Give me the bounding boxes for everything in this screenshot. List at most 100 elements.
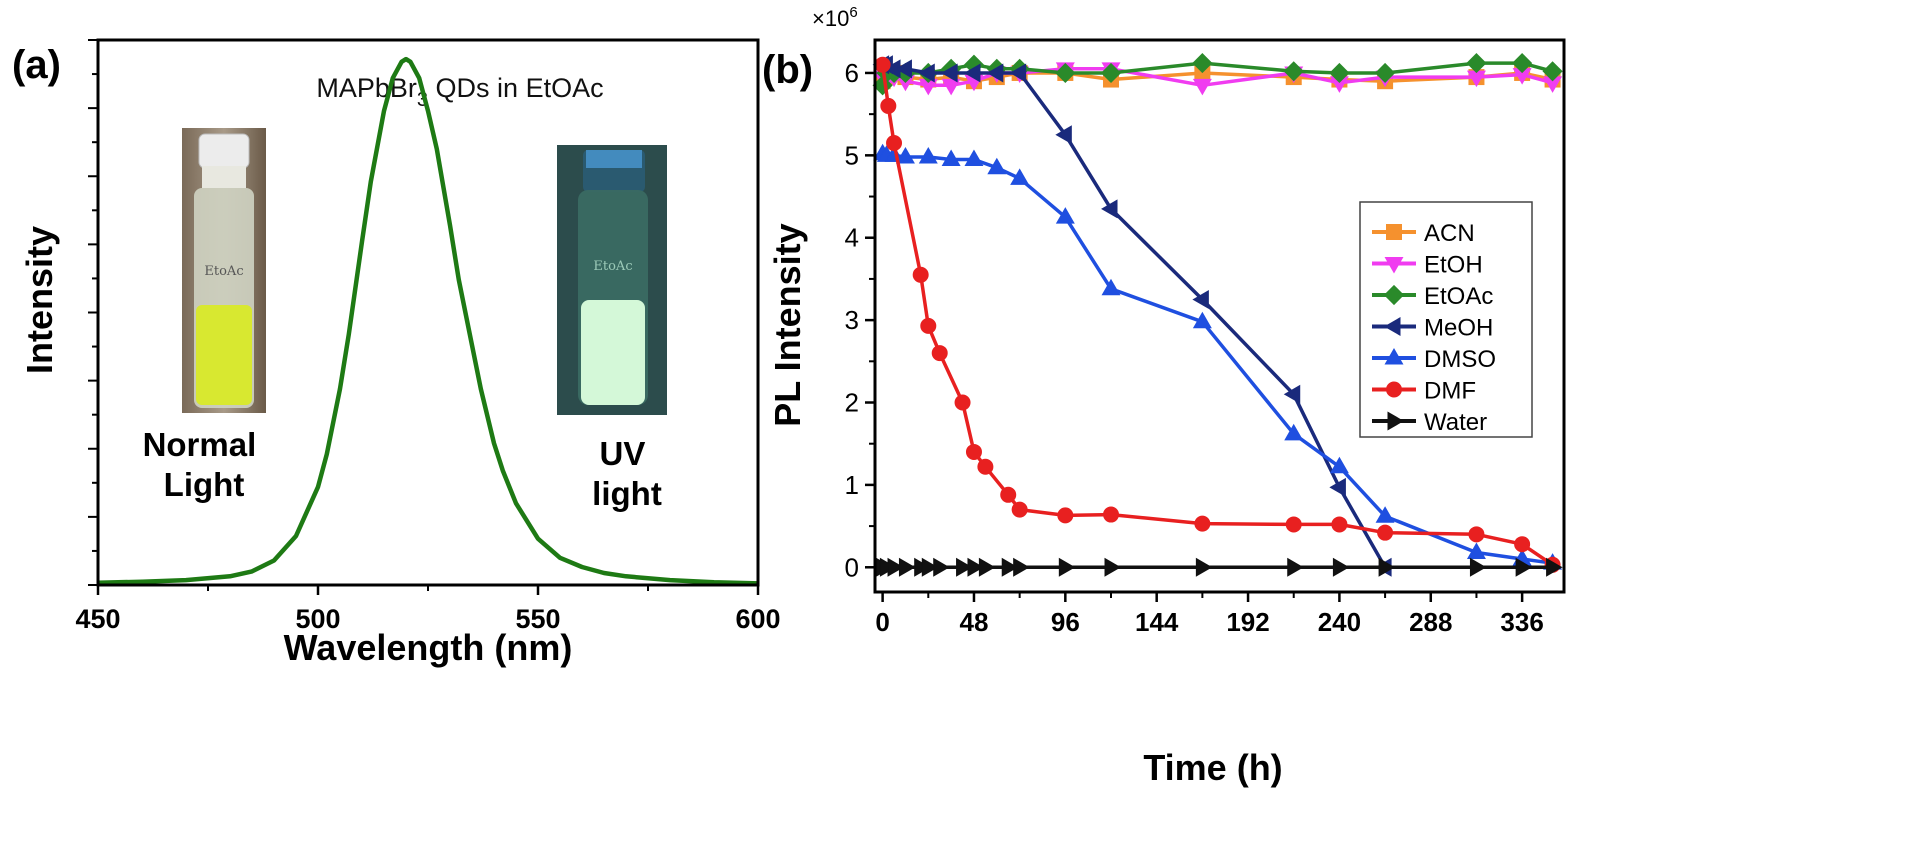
point-dmf (931, 345, 948, 362)
legend: ACN EtOH EtOAc MeOH DMSO DMF Water (1359, 201, 1533, 438)
point-meoh (1101, 199, 1118, 219)
point-meoh (1055, 125, 1072, 145)
panel-a-series (97, 56, 759, 586)
legend-item-meoh: MeOH (1372, 315, 1493, 342)
point-meoh (941, 63, 958, 83)
annotation-uv-light: UV light (592, 435, 662, 512)
panel-a: (a) MAPbBr3 QDs in EtOAc EtoAc EtoAc Nor… (12, 38, 781, 668)
panel-b-xtick-label: 144 (1135, 607, 1179, 637)
panel-a-label: (a) (12, 43, 61, 87)
annotation-uv-line1: UV (599, 435, 645, 472)
point-etoac (1375, 62, 1396, 84)
legend-item-dmf: DMF (1372, 378, 1476, 405)
point-etoac (1466, 52, 1487, 74)
legend-item-dmso: DMSO (1372, 346, 1496, 373)
annotation-uv-line2: light (592, 475, 662, 512)
legend-label: MeOH (1424, 315, 1493, 342)
legend-frame (1359, 201, 1533, 438)
panel-a-title-main: MAPbBr (316, 73, 417, 103)
point-dmf (920, 317, 937, 334)
legend-item-water: Water (1372, 409, 1487, 436)
point-etoac (1329, 62, 1350, 84)
point-water (1332, 557, 1350, 577)
panel-b-ytick-label: 5 (845, 140, 859, 170)
legend-label: ACN (1424, 220, 1475, 247)
panel-b-series (872, 52, 1563, 577)
legend-swatch-marker (1386, 224, 1402, 240)
panel-a-xtick-label: 550 (515, 604, 560, 634)
point-water (1195, 557, 1213, 577)
point-etoh (941, 78, 961, 96)
point-meoh (1329, 477, 1346, 497)
panel-b-xtick-label: 0 (875, 607, 889, 637)
point-meoh (1192, 290, 1209, 310)
point-water (1058, 557, 1076, 577)
panel-a-series-line (97, 56, 759, 586)
panel-b-xlabel: Time (h) (1143, 747, 1282, 788)
point-dmf (912, 266, 929, 283)
panel-b-xtick-label: 240 (1318, 607, 1361, 637)
point-etoac (1283, 61, 1304, 82)
panel-a-xtick-label: 450 (75, 604, 120, 634)
point-dmf (1285, 516, 1302, 533)
point-dmso (1284, 423, 1304, 441)
point-etoh (1192, 78, 1212, 96)
point-water (887, 557, 905, 577)
panel-b-xtick-label: 288 (1409, 607, 1452, 637)
annotation-normal-line1: Normal (143, 426, 257, 463)
panel-b-ylabel: PL Intensity (767, 223, 808, 426)
point-dmf (1468, 526, 1485, 543)
uv-vial-label: EtoAc (593, 259, 632, 274)
legend-swatch-marker (1386, 381, 1402, 398)
panel-a-ticks: 450 500 550 600 (75, 39, 781, 634)
normal-vial-label: EtoAc (204, 264, 243, 279)
panel-b-ytick-label: 6 (845, 58, 859, 88)
point-meoh (1009, 63, 1027, 83)
point-water (933, 557, 950, 577)
point-dmso (941, 149, 961, 166)
point-water (956, 557, 973, 577)
series-dmso (873, 143, 1563, 570)
legend-swatch-marker (1384, 347, 1404, 365)
normal-vial-liquid (196, 305, 252, 405)
legend-swatch-marker (1384, 257, 1404, 274)
series-meoh (872, 55, 1392, 577)
point-dmso (1375, 506, 1395, 523)
point-dmso (987, 157, 1007, 175)
point-water (1378, 557, 1396, 577)
point-dmf (1514, 536, 1531, 553)
panel-a-title-sub: 3 (417, 89, 428, 111)
point-meoh (986, 63, 1004, 83)
point-dmso (895, 146, 915, 164)
point-water (1287, 557, 1304, 577)
point-etoac (1100, 62, 1122, 84)
point-dmso (1329, 456, 1349, 474)
y-multiplier-base: ×10 (812, 6, 849, 31)
point-meoh (895, 59, 912, 79)
point-dmso (1192, 311, 1212, 329)
panel-b-xtick-label: 336 (1500, 607, 1543, 637)
legend-item-etoh: EtOH (1372, 252, 1483, 279)
annotation-normal-light: Normal Light (143, 426, 266, 503)
legend-label: DMSO (1424, 346, 1496, 373)
panel-b-xtick-label: 96 (1051, 607, 1080, 637)
series-dmf (874, 56, 1561, 573)
legend-label: DMF (1424, 378, 1476, 405)
point-dmso (1010, 168, 1030, 185)
point-etoac (1192, 52, 1213, 74)
panel-a-xlabel: Wavelength (nm) (284, 627, 573, 668)
point-dmso (1101, 278, 1121, 296)
point-dmf (1103, 506, 1120, 523)
point-water (921, 557, 939, 577)
legend-label: EtOH (1424, 252, 1483, 279)
panel-b-xtick-label: 48 (960, 607, 989, 637)
point-water (1001, 557, 1019, 577)
point-meoh (963, 63, 981, 83)
point-water (1469, 557, 1487, 577)
point-dmf (880, 97, 897, 114)
legend-label: Water (1424, 409, 1487, 436)
point-dmf (1377, 524, 1394, 541)
panel-a-plot-frame (96, 38, 760, 587)
point-etoac (1055, 62, 1076, 84)
